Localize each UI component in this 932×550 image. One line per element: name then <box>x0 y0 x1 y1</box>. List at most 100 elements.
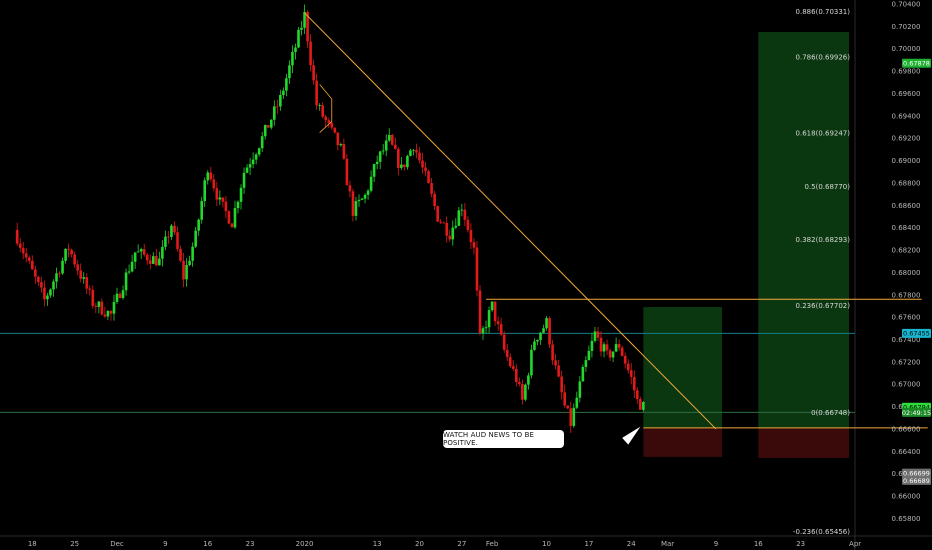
fib-label-1: 0.786(0.69926) <box>796 54 851 62</box>
candle-body <box>384 140 388 151</box>
candle-body <box>300 27 303 30</box>
price-tag-4-text: 0.66699 <box>903 470 930 478</box>
price-tag-3-text: 02:49:15 <box>902 409 931 417</box>
annotation-callout[interactable]: WATCH AUD NEWS TO BE POSITIVE. <box>443 430 564 448</box>
position-2-loss-zone <box>758 427 850 459</box>
candle-body <box>602 344 606 352</box>
candle-body <box>142 249 146 255</box>
price-tick-16: 0.67200 <box>892 358 921 366</box>
fib-label-6: 0(0.66748) <box>811 409 850 417</box>
price-tick-5: 0.69400 <box>892 112 921 120</box>
candle-body <box>76 264 79 271</box>
candle-body <box>599 337 603 352</box>
candle-body <box>254 154 258 160</box>
candle-body <box>324 116 328 121</box>
candle-body <box>424 167 427 172</box>
price-tick-3: 0.69800 <box>892 68 921 76</box>
time-tick-4: 16 <box>203 540 212 548</box>
candle-body <box>15 229 19 244</box>
candle-body <box>560 376 563 393</box>
candle-body <box>536 339 539 342</box>
candle-body <box>551 344 554 361</box>
time-axis[interactable]: 18 25 Dec 9 16 23 2020 13 20 27 Feb 10 17 24 Mar 9 16 23 A… <box>28 540 861 548</box>
candle-body <box>626 363 630 371</box>
candle-body <box>557 365 560 377</box>
candle-body <box>121 290 125 298</box>
candle-body <box>623 355 627 364</box>
price-tick-20: 0.66400 <box>892 448 921 456</box>
candle-body <box>448 235 452 240</box>
candle-body <box>620 347 624 356</box>
candle-body <box>170 225 173 237</box>
candle-body <box>136 251 140 253</box>
candle-body <box>276 106 279 108</box>
time-tick-17: 23 <box>796 540 805 548</box>
candle-body <box>185 265 188 280</box>
candle-body <box>581 366 585 382</box>
candle-body <box>133 252 137 262</box>
candle-body <box>194 230 197 247</box>
time-tick-9: 27 <box>457 540 466 548</box>
candle-body <box>230 223 234 228</box>
time-tick-11: 10 <box>542 540 551 548</box>
price-tick-23: 0.65800 <box>892 515 921 523</box>
candle-body <box>46 295 49 300</box>
candle-body <box>548 318 551 345</box>
candle-body <box>499 324 503 335</box>
candle-body <box>309 41 312 66</box>
fib-levels: 0.886(0.70331) 0.786(0.69926) 0.618(0.6924… <box>793 8 850 536</box>
candle-body <box>460 209 464 211</box>
price-axis[interactable]: 0.70400 0.70200 0.70000 0.69800 0.69600 0.694… <box>892 1 921 523</box>
candle-body <box>521 383 524 400</box>
price-tick-8: 0.68800 <box>892 179 921 187</box>
candle-body <box>209 172 213 180</box>
candle-body <box>203 180 207 202</box>
candle-body <box>266 125 270 128</box>
price-tick-15: 0.67400 <box>892 336 921 344</box>
candle-body <box>515 368 518 382</box>
candle-body <box>127 271 131 273</box>
fib-label-3: 0.5(0.68770) <box>804 183 850 191</box>
candle-body <box>511 366 515 369</box>
time-tick-16: 16 <box>754 540 763 548</box>
candle-body <box>542 328 545 333</box>
candle-body <box>315 80 318 106</box>
fib-label-4: 0.382(0.68293) <box>796 236 851 244</box>
time-tick-15: 9 <box>714 540 718 548</box>
candle-body <box>167 236 170 238</box>
candle-body <box>381 150 385 152</box>
price-tag-0-bg <box>902 58 931 68</box>
candle-body <box>297 29 300 48</box>
candle-body <box>145 254 149 261</box>
drawings <box>304 12 928 445</box>
candle-body <box>357 199 361 202</box>
price-tag-5-bg <box>902 475 931 485</box>
candle-body <box>442 222 445 224</box>
candle-body <box>508 357 512 367</box>
candle-body <box>106 311 110 317</box>
candle-body <box>587 350 591 361</box>
time-tick-6: 2020 <box>296 540 314 548</box>
price-tick-1: 0.70200 <box>892 23 921 31</box>
price-tag-1-bg <box>902 328 931 338</box>
candle-body <box>454 225 458 228</box>
candle-body <box>257 148 261 155</box>
candle-body <box>158 258 161 266</box>
candle-body <box>339 144 343 146</box>
candle-body <box>218 197 222 200</box>
time-tick-8: 20 <box>415 540 424 548</box>
annotation-pointer <box>622 426 641 445</box>
candle-body <box>333 127 337 133</box>
candle-body <box>439 221 442 223</box>
candle-body <box>342 144 346 159</box>
candle-body <box>372 164 376 177</box>
candle-body <box>596 331 600 338</box>
price-tag-2-text: 0.66794 <box>903 404 930 412</box>
fib-label-7: -0.236(0.65456) <box>793 528 850 536</box>
candle-body <box>139 249 143 252</box>
price-tag-1-text: 0.67455 <box>903 330 930 338</box>
candle-body <box>288 65 291 79</box>
price-tick-19: 0.66600 <box>892 425 921 433</box>
candle-body <box>103 314 107 317</box>
